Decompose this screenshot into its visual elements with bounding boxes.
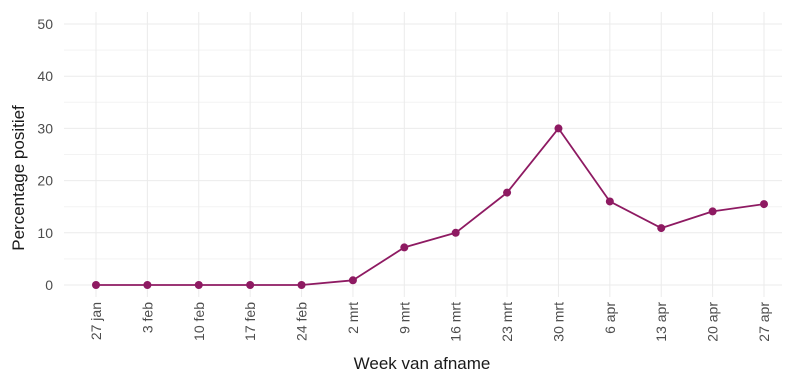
data-point xyxy=(503,188,512,197)
x-tick-label: 2 mrt xyxy=(345,302,361,334)
series-line xyxy=(96,127,765,286)
x-tick-label: 3 feb xyxy=(139,302,155,333)
data-point xyxy=(297,281,306,289)
data-point xyxy=(400,243,409,252)
data-point xyxy=(760,200,768,209)
data-point xyxy=(605,197,614,206)
y-tick-label: 20 xyxy=(37,173,53,189)
y-tick-label: 30 xyxy=(37,120,53,136)
x-tick-label: 23 mrt xyxy=(499,302,515,342)
x-tick-label: 30 mrt xyxy=(550,302,566,342)
series xyxy=(92,124,768,289)
x-axis-ticks: 27 jan 3 feb 10 feb 17 feb 24 feb 2 mrt 9 mrt 1… xyxy=(88,302,772,342)
data-point xyxy=(92,281,100,289)
x-tick-label: 6 apr xyxy=(602,302,618,334)
x-tick-label: 17 feb xyxy=(242,302,258,341)
y-tick-label: 10 xyxy=(37,225,53,241)
y-tick-label: 0 xyxy=(45,277,53,293)
data-point xyxy=(554,124,563,133)
data-point xyxy=(657,224,666,233)
x-tick-label: 16 mrt xyxy=(448,302,464,342)
data-point xyxy=(246,281,255,289)
data-point xyxy=(194,281,203,289)
x-tick-label: 24 feb xyxy=(294,302,310,341)
data-point xyxy=(451,228,460,237)
y-axis-ticks: 0 10 20 30 40 50 xyxy=(37,16,53,293)
data-point xyxy=(143,281,152,289)
x-tick-label: 27 jan xyxy=(88,302,104,340)
y-tick-label: 40 xyxy=(37,68,53,84)
data-point xyxy=(348,276,357,285)
y-tick-label: 50 xyxy=(37,16,53,32)
data-point xyxy=(708,207,717,216)
grid xyxy=(64,12,782,297)
x-axis-title: Week van afname xyxy=(354,354,491,373)
x-tick-label: 9 mrt xyxy=(396,302,412,334)
x-tick-label: 20 apr xyxy=(705,302,721,342)
y-axis-title: Percentage positief xyxy=(9,105,28,251)
x-tick-label: 10 feb xyxy=(191,302,207,341)
x-tick-label: 13 apr xyxy=(653,302,669,342)
x-tick-label: 27 apr xyxy=(756,302,772,342)
